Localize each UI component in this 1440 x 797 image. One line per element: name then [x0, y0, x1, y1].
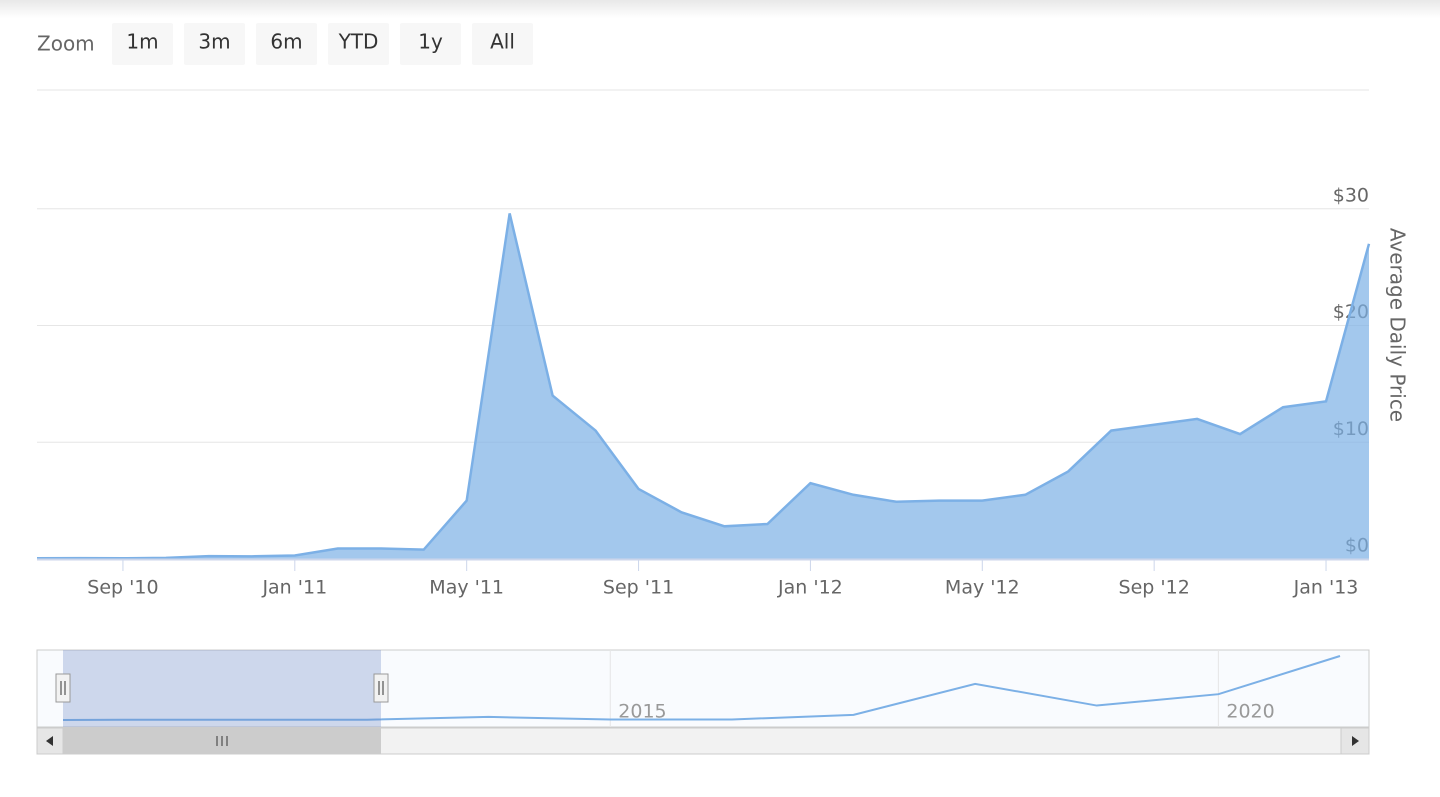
handle-grip: [378, 681, 384, 695]
x-tick-label: Sep '10: [87, 577, 158, 599]
arrow-left: [46, 736, 53, 746]
arrow-right: [1352, 736, 1359, 746]
x-tick-label: Jan '13: [1293, 577, 1359, 599]
x-tick-label: Sep '12: [1119, 577, 1190, 599]
x-tick-label: Jan '11: [261, 577, 327, 599]
button-label: All: [490, 30, 515, 54]
button-label: 6m: [270, 30, 302, 54]
zoom-button[interactable]: YTD: [328, 23, 389, 65]
button-label: YTD: [338, 30, 379, 54]
zoom-button[interactable]: All: [472, 23, 533, 65]
y-axis-title: Average Daily Price: [1386, 228, 1410, 422]
navigator-mask[interactable]: [63, 650, 381, 727]
handle-grip: [60, 681, 66, 695]
button-bg: [400, 23, 461, 65]
button-bg: [328, 23, 389, 65]
button-bg: [256, 23, 317, 65]
y-tick-label: $30: [1333, 184, 1369, 206]
button-bg: [112, 23, 173, 65]
x-tick-label: May '12: [945, 577, 1020, 599]
area-fill: [37, 213, 1369, 560]
navigator-tick-label: 2020: [1226, 701, 1274, 723]
button-label: 3m: [198, 30, 230, 54]
x-tick-label: Sep '11: [603, 577, 674, 599]
top-shadow: [0, 0, 1440, 18]
navigator-line: [62, 655, 1341, 721]
navigator-tick-label: 2015: [618, 701, 666, 723]
zoom-button[interactable]: 6m: [256, 23, 317, 65]
x-tick-label: Jan '12: [777, 577, 843, 599]
zoom-label: Zoom: [37, 32, 95, 56]
zoom-button[interactable]: 1y: [400, 23, 461, 65]
thumb-grip: [216, 736, 228, 746]
x-tick-label: May '11: [429, 577, 504, 599]
button-bg: [184, 23, 245, 65]
area-line: [36, 213, 1371, 560]
button-label: 1y: [418, 30, 443, 54]
navigator-handle[interactable]: [373, 673, 389, 703]
navigator-bg: [36, 649, 1370, 728]
button-bg: [472, 23, 533, 65]
zoom-button[interactable]: 1m: [112, 23, 173, 65]
navigator-handle[interactable]: [55, 673, 71, 703]
zoom-button[interactable]: 3m: [184, 23, 245, 65]
button-label: 1m: [126, 30, 158, 54]
